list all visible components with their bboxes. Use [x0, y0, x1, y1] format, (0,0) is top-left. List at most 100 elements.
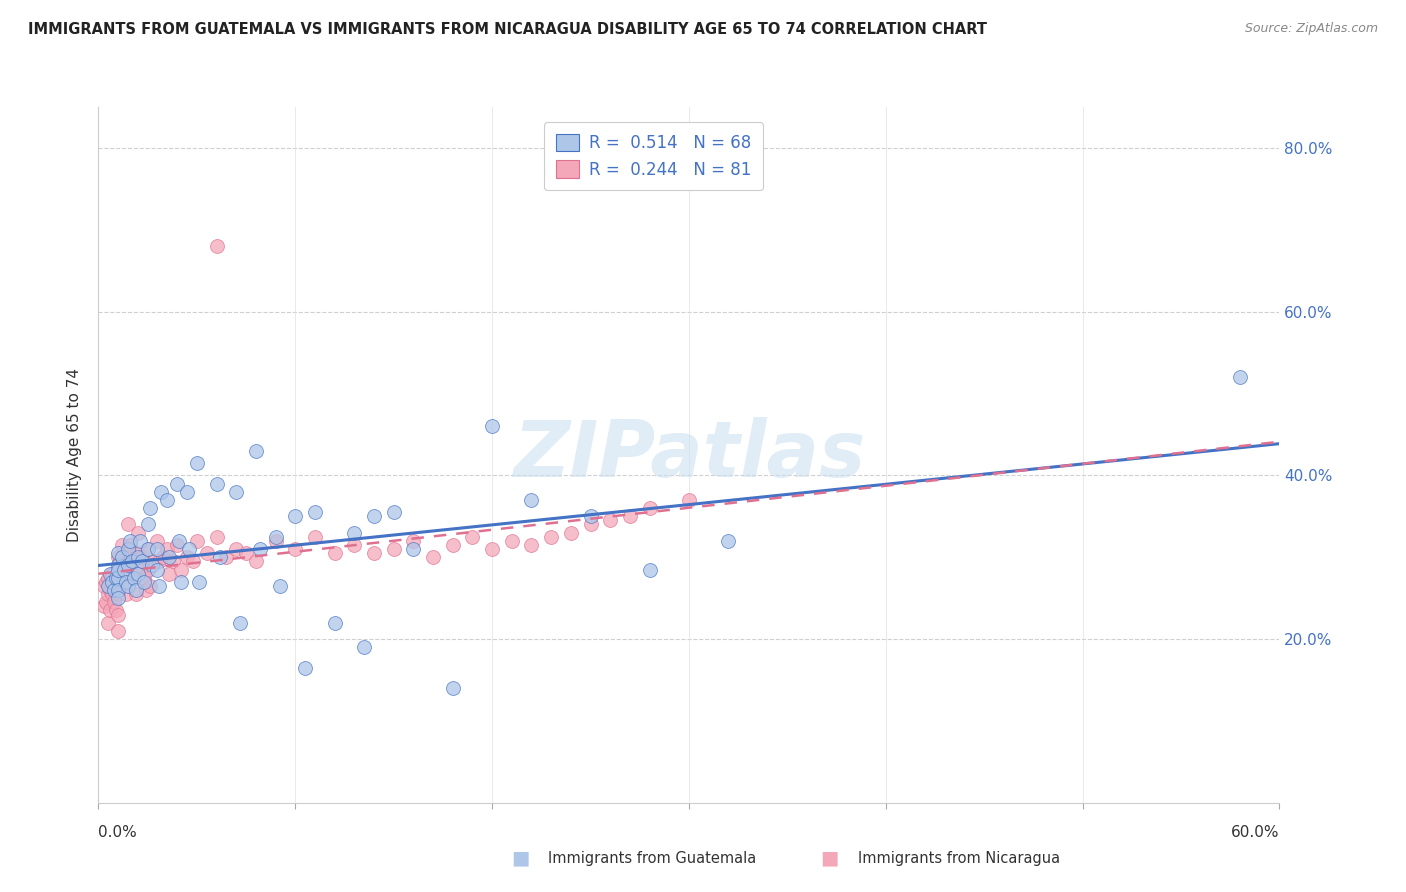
Text: 60.0%: 60.0% [1232, 825, 1279, 840]
Point [93, 599, 115, 614]
Point [98, 566, 121, 581]
Point [245, 443, 267, 458]
Point [205, 239, 228, 253]
Point [97, 571, 120, 585]
Point [343, 525, 366, 540]
Point [97, 615, 120, 630]
Point [146, 542, 169, 557]
Point [170, 562, 193, 576]
Point [136, 562, 159, 576]
Point [162, 554, 184, 568]
Point [101, 566, 124, 581]
Point [382, 542, 405, 557]
Point [122, 571, 145, 585]
Point [181, 554, 204, 568]
Point [112, 574, 135, 589]
Point [343, 538, 366, 552]
Point [127, 550, 149, 565]
Point [117, 546, 139, 560]
Point [101, 574, 124, 589]
Point [402, 533, 425, 548]
Point [117, 542, 139, 557]
Point [323, 546, 346, 560]
Point [112, 562, 135, 576]
Point [138, 579, 160, 593]
Point [560, 525, 582, 540]
Point [117, 579, 139, 593]
Point [105, 603, 128, 617]
Point [209, 550, 232, 565]
Point [157, 550, 180, 565]
Point [111, 562, 134, 576]
Point [225, 542, 247, 557]
Point [520, 538, 543, 552]
Point [249, 542, 271, 557]
Point [294, 661, 316, 675]
Point [136, 517, 159, 532]
Point [105, 571, 128, 585]
Point [125, 582, 148, 597]
Point [205, 476, 228, 491]
Point [225, 484, 247, 499]
Point [111, 538, 134, 552]
Point [579, 509, 602, 524]
Point [363, 546, 385, 560]
Text: IMMIGRANTS FROM GUATEMALA VS IMMIGRANTS FROM NICARAGUA DISABILITY AGE 65 TO 74 C: IMMIGRANTS FROM GUATEMALA VS IMMIGRANTS … [28, 22, 987, 37]
Point [205, 530, 228, 544]
Point [121, 554, 143, 568]
Point [166, 476, 188, 491]
Point [138, 501, 160, 516]
Point [97, 579, 120, 593]
Point [141, 558, 163, 573]
Point [101, 587, 124, 601]
Point [353, 640, 375, 655]
Point [98, 582, 121, 597]
Point [186, 533, 208, 548]
Point [107, 591, 129, 606]
Text: Source: ZipAtlas.com: Source: ZipAtlas.com [1244, 22, 1378, 36]
Point [107, 550, 129, 565]
Point [619, 509, 641, 524]
Point [156, 492, 179, 507]
Point [111, 550, 134, 565]
Point [157, 566, 180, 581]
Point [107, 571, 129, 585]
Point [441, 538, 464, 552]
Point [186, 456, 208, 470]
Point [402, 542, 425, 557]
Point [481, 542, 503, 557]
Point [215, 550, 238, 565]
Point [136, 542, 159, 557]
Point [107, 607, 129, 622]
Point [107, 562, 129, 576]
Point [717, 533, 740, 548]
Point [461, 530, 484, 544]
Point [170, 574, 193, 589]
Point [93, 579, 115, 593]
Point [284, 509, 307, 524]
Point [1229, 370, 1251, 384]
Point [136, 542, 159, 557]
Point [177, 542, 200, 557]
Point [638, 501, 661, 516]
Point [118, 533, 141, 548]
Point [176, 484, 198, 499]
Point [115, 574, 138, 589]
Point [152, 550, 174, 565]
Text: ZIPatlas: ZIPatlas [513, 417, 865, 493]
Point [103, 582, 125, 597]
Point [107, 558, 129, 573]
Point [678, 492, 700, 507]
Point [579, 517, 602, 532]
Point [107, 546, 129, 560]
Point [638, 562, 661, 576]
Point [131, 550, 153, 565]
Point [176, 550, 198, 565]
Point [284, 542, 307, 557]
Point [156, 542, 179, 557]
Point [127, 566, 149, 581]
Point [122, 571, 145, 585]
Point [363, 509, 385, 524]
Point [245, 554, 267, 568]
Text: 0.0%: 0.0% [98, 825, 138, 840]
